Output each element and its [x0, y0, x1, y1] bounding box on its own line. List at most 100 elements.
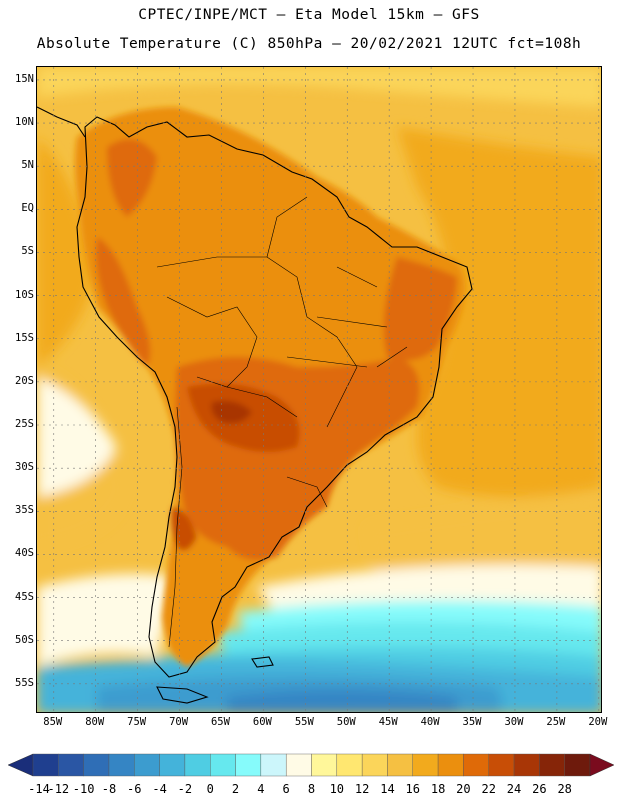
latitude-label: 5S — [21, 245, 34, 258]
colorbar-tick-label: 28 — [557, 782, 572, 796]
falklands-coastline — [251, 656, 274, 668]
border-argentina-chile — [168, 406, 183, 648]
longitude-label: 70W — [169, 716, 189, 728]
colorbar-segment — [513, 753, 540, 777]
border-brazil-states — [266, 196, 408, 368]
ocean-band-cool-north — [37, 67, 601, 107]
longitude-label: 50W — [336, 716, 356, 728]
latitude-label: 55S — [15, 676, 34, 689]
latitude-label: 20S — [15, 374, 34, 387]
colorbar-segment — [260, 753, 287, 777]
colorbar-segment — [387, 753, 413, 777]
colorbar-tick-label: -4 — [152, 782, 167, 796]
colorbar-over-arrow — [589, 753, 615, 777]
pale-band-pacific — [37, 377, 117, 497]
longitude-label: 45W — [378, 716, 398, 728]
pale-band-south — [37, 573, 177, 667]
graticule — [37, 67, 601, 712]
colorbar-segment — [336, 753, 363, 777]
border-brazil-west — [156, 256, 358, 428]
central-america-coastline — [37, 106, 86, 138]
colorbar-segment — [134, 753, 160, 777]
colorbar-tick-label: 2 — [231, 782, 240, 796]
blue-dark-band — [227, 689, 457, 712]
colorbar-tick-label: 10 — [329, 782, 345, 796]
latitude-label: 15N — [15, 72, 34, 85]
latitude-label: 50S — [15, 633, 34, 646]
ocean-band-warm-atlantic — [397, 127, 601, 497]
longitude-label: 85W — [43, 716, 63, 728]
border-uruguay — [286, 476, 328, 508]
south-america-coastline — [76, 116, 473, 678]
latitude-label: 5N — [21, 159, 34, 172]
latitude-label: 35S — [15, 504, 34, 517]
colorbar-tick-label: 0 — [206, 782, 214, 796]
coastline-layer — [37, 106, 473, 704]
colorbar-tick-label: 12 — [354, 782, 370, 796]
hot-zone-andes-north — [107, 139, 157, 217]
colorbar-segment — [285, 753, 312, 777]
border-paraguay — [226, 386, 298, 418]
temperature-field-map — [37, 67, 601, 712]
colorbar-tick-label: 8 — [307, 782, 316, 796]
colorbar-tick-label: 6 — [282, 782, 290, 796]
longitude-label: 25W — [546, 716, 566, 728]
colorbar-segment — [412, 753, 439, 777]
colorbar-segment — [488, 753, 515, 777]
latitude-label: 25S — [15, 418, 34, 430]
longitude-label: 65W — [210, 716, 230, 728]
peak-zone-paraguay — [211, 400, 252, 424]
colorbar-segment — [83, 753, 110, 777]
latitude-label: EQ — [21, 202, 34, 215]
longitude-label: 75W — [127, 716, 147, 728]
colorbar-segment — [361, 753, 388, 777]
colorbar-tick-label: 18 — [430, 782, 446, 796]
colorbar-segment — [210, 753, 236, 777]
colorbar-tick-label: 26 — [532, 782, 547, 796]
colorbar-tick-label: 20 — [456, 782, 471, 796]
colorbar-tick-label: -10 — [72, 782, 95, 796]
longitude-label: 60W — [252, 716, 272, 728]
colorbar-segment — [159, 753, 186, 777]
hot-zone-andes-peru — [95, 237, 151, 367]
colorbar-segment — [437, 753, 464, 777]
colorbar-segment — [184, 753, 211, 777]
colorbar-tick-label: 24 — [506, 782, 522, 796]
longitude-label: 20W — [588, 716, 608, 728]
colorbar — [7, 753, 615, 777]
colorbar-segment — [564, 753, 591, 777]
longitude-label: 30W — [504, 716, 524, 728]
colorbar-segment — [235, 753, 262, 777]
colorbar-tick-label: -8 — [101, 782, 117, 796]
colorbar-tick-label: -14 — [28, 782, 50, 796]
map-subtitle: Absolute Temperature (C) 850hPa – 20/02/… — [36, 36, 582, 52]
latitude-label: 10N — [15, 116, 34, 129]
colorbar-segment — [58, 753, 84, 777]
colorbar-tick-label: -12 — [47, 782, 70, 796]
map-title: CPTEC/INPE/MCT – Eta Model 15km – GFS — [138, 7, 480, 23]
latitude-label: 10S — [15, 288, 34, 301]
colorbar-tick-label: 4 — [257, 782, 265, 796]
latitude-label: 15S — [15, 331, 34, 344]
country-borders — [156, 196, 408, 648]
latitude-label: 45S — [15, 590, 34, 603]
latitude-label: 30S — [15, 461, 34, 474]
hot-zone-northeast — [383, 257, 457, 361]
tierra-del-fuego-coastline — [156, 686, 209, 704]
map-panel — [36, 66, 602, 713]
colorbar-tick-label: -2 — [177, 782, 193, 796]
colorbar-segment — [311, 753, 338, 777]
ocean-band-mid-atlantic — [367, 497, 601, 587]
longitude-label: 55W — [294, 716, 314, 728]
colorbar-under-arrow — [7, 753, 34, 777]
ocean-band-warm-pacific — [37, 137, 97, 367]
colorbar-tick-label: 22 — [481, 782, 496, 796]
colorbar-segment — [32, 753, 59, 777]
colorbar-tick-label: -6 — [127, 782, 142, 796]
longitude-label: 35W — [462, 716, 482, 728]
latitude-label: 40S — [15, 547, 34, 560]
colorbar-segment — [108, 753, 135, 777]
colorbar-tick-label: 14 — [380, 782, 395, 796]
longitude-label: 80W — [85, 716, 105, 728]
longitude-label: 40W — [420, 716, 440, 728]
